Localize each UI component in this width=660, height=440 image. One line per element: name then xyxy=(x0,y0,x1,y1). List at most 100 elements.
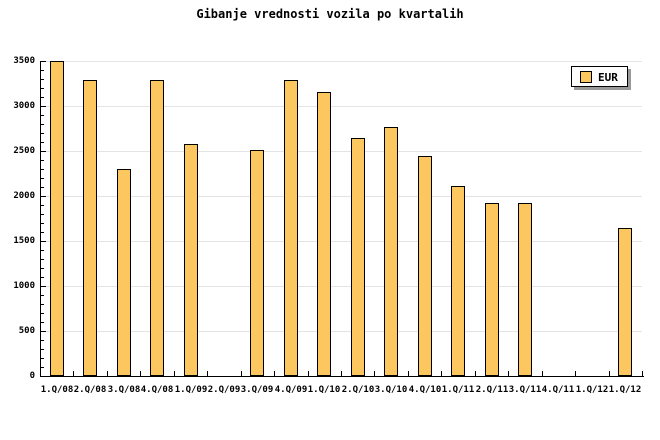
x-axis-label: 1.Q/12 xyxy=(575,385,609,395)
x-tick xyxy=(341,371,342,376)
y-minor-tick xyxy=(41,268,44,269)
x-tick xyxy=(207,371,208,376)
y-minor-tick xyxy=(41,295,44,296)
x-axis-label: 2.Q/10 xyxy=(341,385,375,395)
x-axis-label: 1.Q/08 xyxy=(40,385,74,395)
bar xyxy=(250,150,264,376)
y-minor-tick xyxy=(41,205,44,206)
x-axis-label: 1.Q/10 xyxy=(307,385,341,395)
y-minor-tick xyxy=(41,115,44,116)
x-axis-label: 3.Q/09 xyxy=(240,385,274,395)
y-axis-label: 1500 xyxy=(13,236,35,246)
y-minor-tick xyxy=(41,277,44,278)
legend-swatch-icon xyxy=(580,70,592,83)
gridline xyxy=(40,241,642,242)
x-axis-label: 2.Q/11 xyxy=(475,385,509,395)
gridline xyxy=(40,196,642,197)
bar xyxy=(317,91,331,376)
bar xyxy=(150,79,164,376)
y-minor-tick xyxy=(41,304,44,305)
y-minor-tick xyxy=(41,223,44,224)
y-minor-tick xyxy=(41,142,44,143)
chart-title: Gibanje vrednosti vozila po kvartalih xyxy=(196,7,464,21)
gridline xyxy=(40,331,642,332)
bar xyxy=(485,203,499,376)
x-axis-label: 4.Q/09 xyxy=(274,385,308,395)
y-minor-tick xyxy=(41,70,44,71)
y-axis-line xyxy=(40,61,41,377)
y-minor-tick xyxy=(41,250,44,251)
x-tick xyxy=(40,371,41,376)
y-minor-tick xyxy=(41,232,44,233)
y-minor-tick xyxy=(41,313,44,314)
legend: EUR xyxy=(571,66,628,87)
bar xyxy=(518,203,532,376)
y-major-tick xyxy=(41,286,46,287)
y-minor-tick xyxy=(41,178,44,179)
x-tick xyxy=(174,371,175,376)
x-tick xyxy=(408,371,409,376)
gridline xyxy=(40,286,642,287)
y-minor-tick xyxy=(41,97,44,98)
bar xyxy=(284,79,298,376)
x-tick xyxy=(542,371,543,376)
x-axis-label: 3.Q/11 xyxy=(508,385,542,395)
bar xyxy=(384,126,398,376)
x-axis-label: 4.Q/10 xyxy=(408,385,442,395)
x-tick xyxy=(107,371,108,376)
y-minor-tick xyxy=(41,214,44,215)
x-tick xyxy=(241,371,242,376)
y-minor-tick xyxy=(41,133,44,134)
x-tick xyxy=(642,371,643,376)
y-axis-label: 2500 xyxy=(13,146,35,156)
y-major-tick xyxy=(41,241,46,242)
x-axis-line xyxy=(40,376,644,377)
x-tick xyxy=(475,371,476,376)
x-tick xyxy=(575,371,576,376)
y-major-tick xyxy=(41,196,46,197)
x-axis-label: 1.Q/09 xyxy=(174,385,208,395)
x-axis-label: 2.Q/08 xyxy=(73,385,107,395)
y-major-tick xyxy=(41,331,46,332)
y-minor-tick xyxy=(41,187,44,188)
bar xyxy=(184,143,198,376)
y-major-tick xyxy=(41,106,46,107)
x-axis-label: 2.Q/09 xyxy=(207,385,241,395)
bar xyxy=(451,186,465,376)
y-major-tick xyxy=(41,376,46,377)
x-tick xyxy=(274,371,275,376)
x-axis-label: 4.Q/08 xyxy=(140,385,174,395)
y-minor-tick xyxy=(41,88,44,89)
y-axis-label: 1000 xyxy=(13,281,35,291)
bar xyxy=(50,61,64,376)
gridline xyxy=(40,151,642,152)
y-minor-tick xyxy=(41,259,44,260)
bar xyxy=(351,138,365,376)
x-tick xyxy=(73,371,74,376)
x-tick xyxy=(140,371,141,376)
bar xyxy=(418,156,432,376)
x-axis-label: 1.Q/11 xyxy=(441,385,475,395)
y-minor-tick xyxy=(41,160,44,161)
y-minor-tick xyxy=(41,349,44,350)
x-tick xyxy=(508,371,509,376)
gridline xyxy=(40,61,642,62)
x-tick xyxy=(374,371,375,376)
x-axis-label: 1.Q/12 xyxy=(608,385,642,395)
y-minor-tick xyxy=(41,79,44,80)
x-axis-label: 3.Q/10 xyxy=(374,385,408,395)
y-minor-tick xyxy=(41,358,44,359)
y-minor-tick xyxy=(41,124,44,125)
x-tick xyxy=(441,371,442,376)
y-axis-label: 0 xyxy=(29,371,35,381)
y-axis-label: 3000 xyxy=(13,101,35,111)
y-major-tick xyxy=(41,61,46,62)
legend-series-label: EUR xyxy=(598,70,618,84)
x-tick xyxy=(609,371,610,376)
y-minor-tick xyxy=(41,340,44,341)
y-minor-tick xyxy=(41,169,44,170)
y-minor-tick xyxy=(41,322,44,323)
y-major-tick xyxy=(41,151,46,152)
